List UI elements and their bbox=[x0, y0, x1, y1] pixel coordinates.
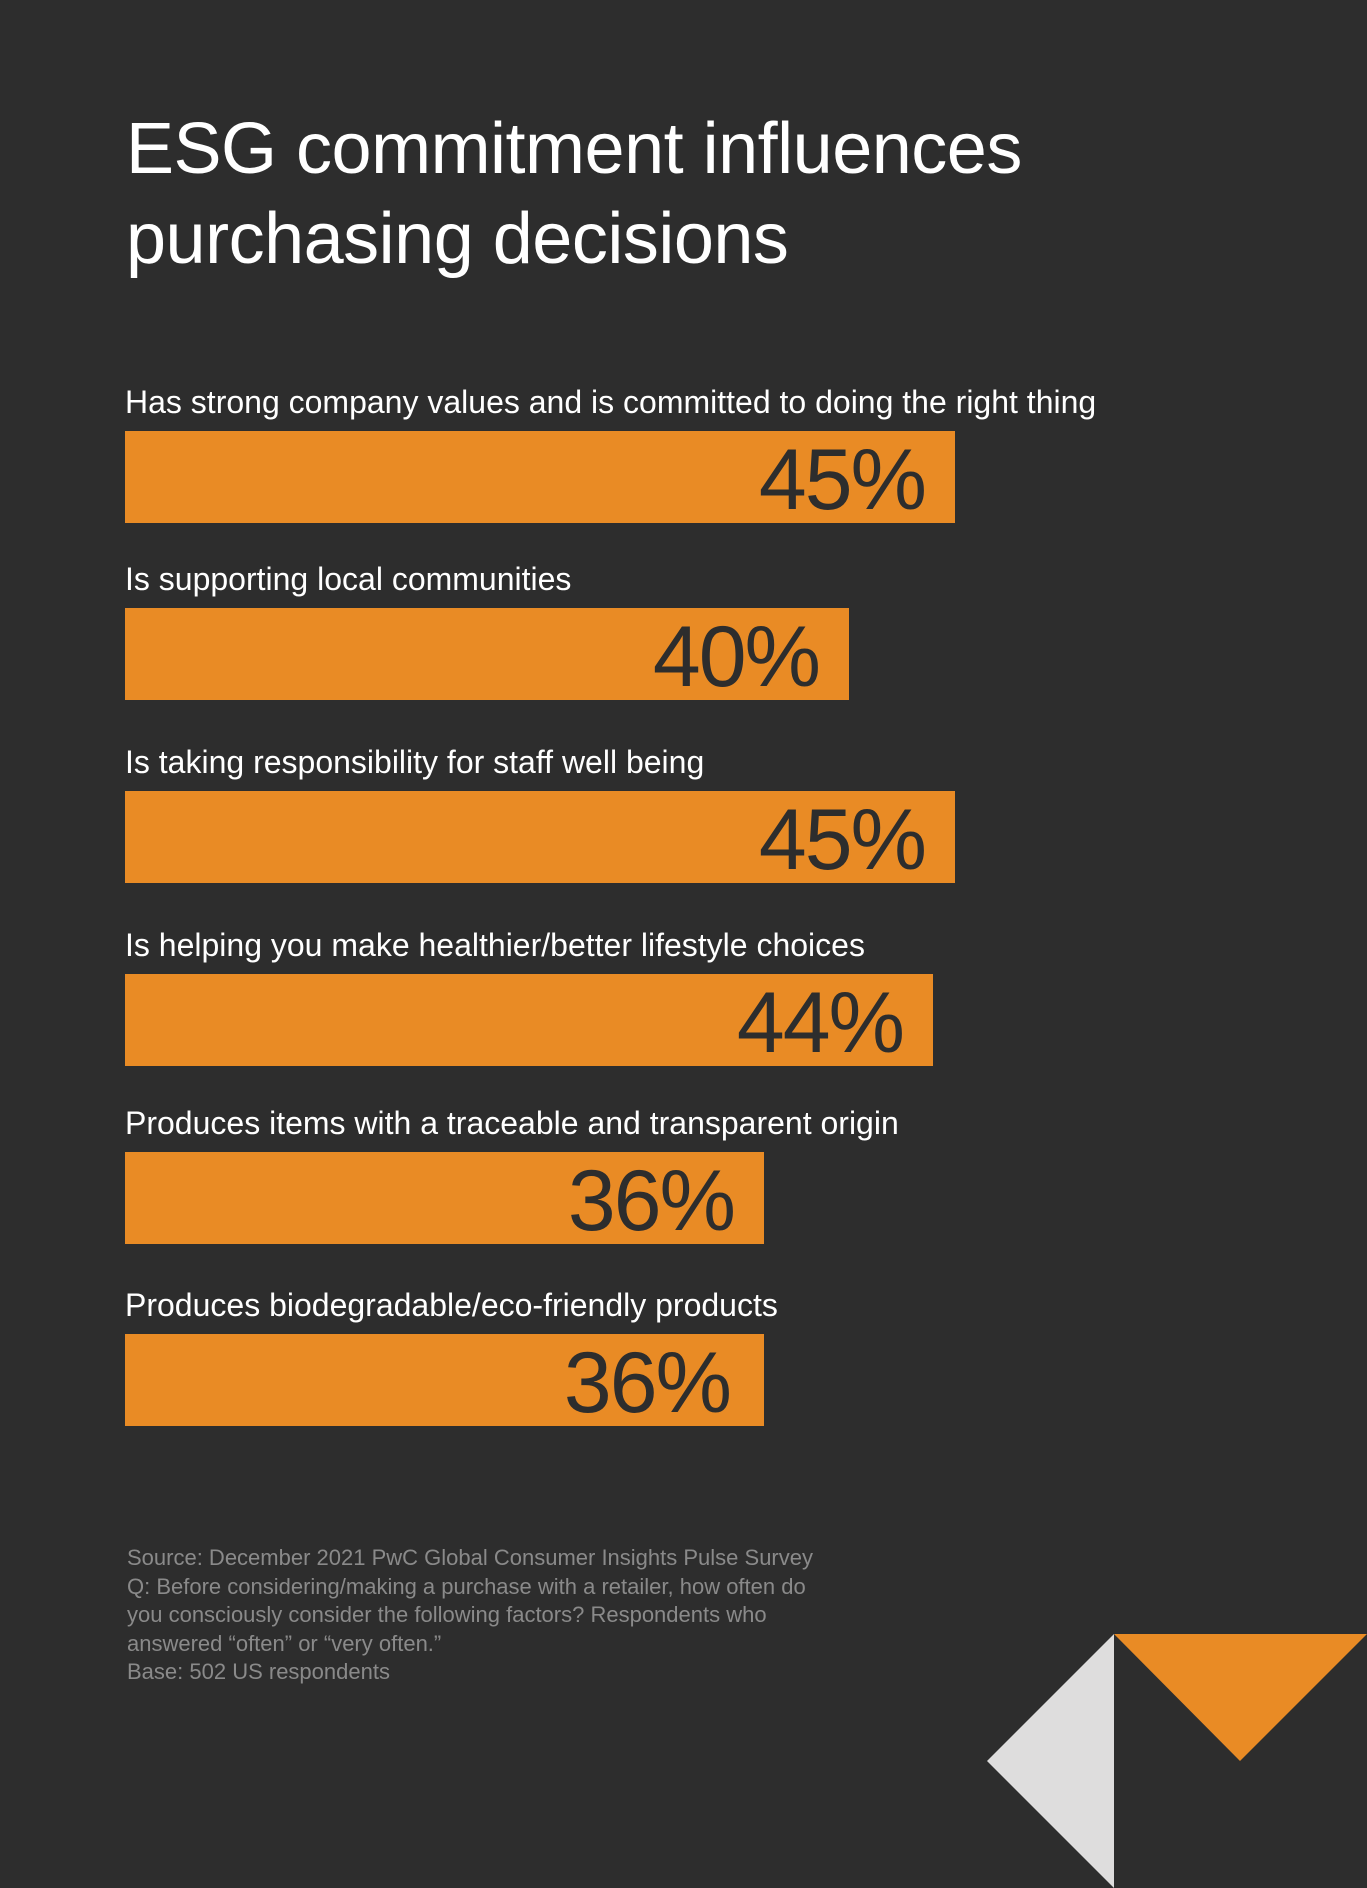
footnote-question-line-2: you consciously consider the following f… bbox=[127, 1602, 767, 1627]
bar: 45% bbox=[125, 431, 955, 528]
bar: 36% bbox=[125, 1152, 764, 1249]
bar: 36% bbox=[125, 1334, 764, 1431]
bar-value: 40% bbox=[652, 609, 821, 705]
chart-title: ESG commitment influences purchasing dec… bbox=[126, 104, 1276, 284]
bar-value: 44% bbox=[736, 975, 905, 1071]
bar-value: 36% bbox=[567, 1153, 736, 1249]
bar: 40% bbox=[125, 608, 849, 705]
bar-value: 45% bbox=[758, 432, 927, 528]
bar-label: Produces biodegradable/eco-friendly prod… bbox=[125, 1287, 778, 1323]
bar-value: 36% bbox=[563, 1335, 732, 1431]
footnote-base: Base: 502 US respondents bbox=[127, 1659, 390, 1684]
bar-label: Has strong company values and is committ… bbox=[125, 384, 1097, 420]
bar-label: Produces items with a traceable and tran… bbox=[125, 1105, 899, 1141]
title-line-2: purchasing decisions bbox=[126, 199, 789, 279]
bar: 45% bbox=[125, 791, 955, 888]
orange-triangle-icon bbox=[1114, 1634, 1367, 1761]
footnote-question-line-3: answered “often” or “very often.” bbox=[127, 1630, 442, 1656]
bar-label: Is taking responsibility for staff well … bbox=[125, 744, 705, 780]
bar: 44% bbox=[125, 974, 933, 1071]
grey-triangle-icon bbox=[987, 1634, 1114, 1888]
source-footnote: Source: December 2021 PwC Global Consume… bbox=[127, 1544, 927, 1687]
footnote-source: Source: December 2021 PwC Global Consume… bbox=[127, 1545, 813, 1570]
footnote-question-line-1: Q: Before considering/making a purchase … bbox=[127, 1573, 806, 1599]
bar-label: Is helping you make healthier/better lif… bbox=[125, 927, 865, 963]
bar-value: 45% bbox=[758, 792, 927, 888]
title-line-1: ESG commitment influences bbox=[126, 109, 1022, 189]
bar-label: Is supporting local communities bbox=[125, 561, 572, 597]
